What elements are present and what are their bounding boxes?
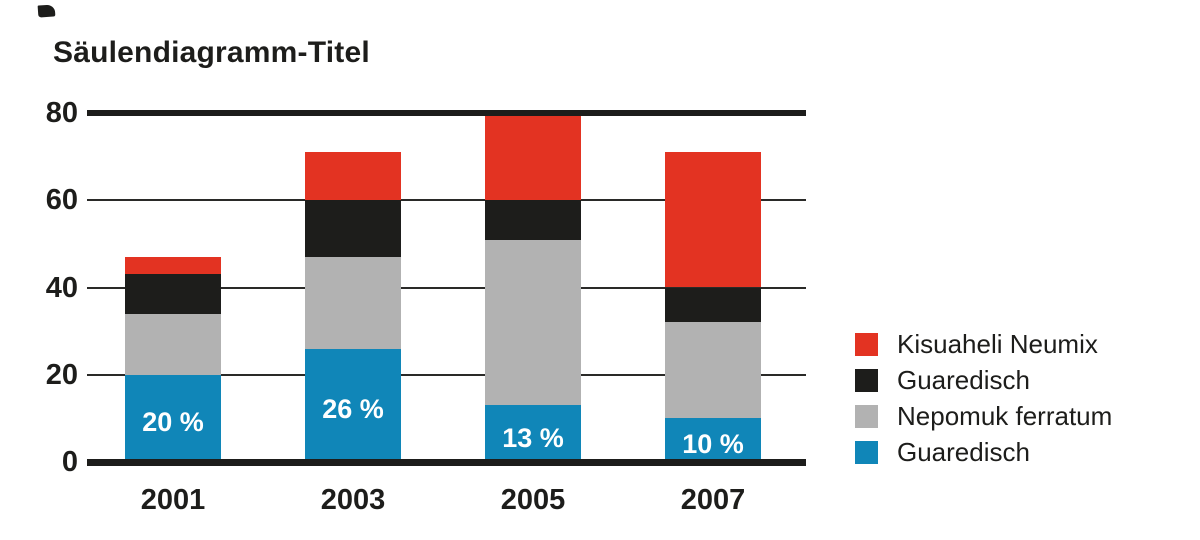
bar-segment-kisuaheli-neumix (125, 256, 221, 275)
bar-segment-guaredisch (125, 274, 221, 314)
bar-value-label: 26 % (322, 394, 384, 425)
bar-segment-kisuaheli-neumix (665, 152, 761, 288)
bar-value-label: 20 % (142, 407, 204, 438)
bar-segment-guaredisch (665, 418, 761, 462)
gridline-40 (87, 286, 806, 289)
bar-value-label: 13 % (502, 422, 564, 453)
bar-segment-guaredisch (665, 287, 761, 323)
bar-value-label: 10 % (682, 429, 744, 460)
legend-item: Guaredisch (855, 365, 1112, 395)
gridline-20 (87, 373, 806, 376)
legend-label: Guaredisch (897, 437, 1030, 467)
legend-swatch (855, 369, 878, 392)
legend-swatch (855, 441, 878, 464)
y-axis-label-60: 60 (45, 184, 78, 217)
bar-segment-guaredisch (305, 200, 401, 257)
legend-item: Guaredisch (855, 437, 1112, 467)
legend-label: Nepomuk ferratum (897, 401, 1113, 431)
legend-label: Kisuaheli Neumix (897, 329, 1098, 359)
legend-label: Guaredisch (897, 365, 1030, 395)
chart-title: Säulendiagramm-Titel (53, 36, 370, 69)
bar-segment-nepomuk-ferratum (125, 313, 221, 375)
bar-segment-kisuaheli-neumix (485, 113, 581, 201)
gridline-60 (87, 199, 806, 202)
bar-segment-guaredisch (125, 374, 221, 462)
x-axis-label-2007: 2007 (680, 484, 746, 516)
legend-swatch (855, 333, 878, 356)
legend-swatch (855, 405, 878, 428)
x-axis-label-2001: 2001 (140, 484, 206, 516)
bar-segment-guaredisch (485, 405, 581, 462)
bar-segment-guaredisch (305, 348, 401, 462)
legend-item: Nepomuk ferratum (855, 401, 1113, 431)
gridline-0 (87, 459, 806, 466)
x-axis-label-2003: 2003 (320, 484, 386, 516)
bar-segment-guaredisch (485, 200, 581, 240)
bar-segment-kisuaheli-neumix (305, 152, 401, 201)
bar-segment-nepomuk-ferratum (485, 239, 581, 406)
bar-segment-nepomuk-ferratum (665, 322, 761, 419)
y-axis-label-80: 80 (45, 97, 78, 129)
legend: Kisuaheli Neumix Guaredisch Nepomuk ferrat… (855, 329, 1113, 477)
x-axis-label-2005: 2005 (500, 484, 566, 516)
y-axis-label-40: 40 (45, 271, 78, 304)
y-axis-label-20: 20 (45, 358, 78, 391)
legend-item: Kisuaheli Neumix (855, 329, 1112, 359)
bar-segment-nepomuk-ferratum (305, 256, 401, 349)
y-axis-label-0: 0 (61, 446, 78, 478)
gridline-80 (87, 110, 806, 116)
